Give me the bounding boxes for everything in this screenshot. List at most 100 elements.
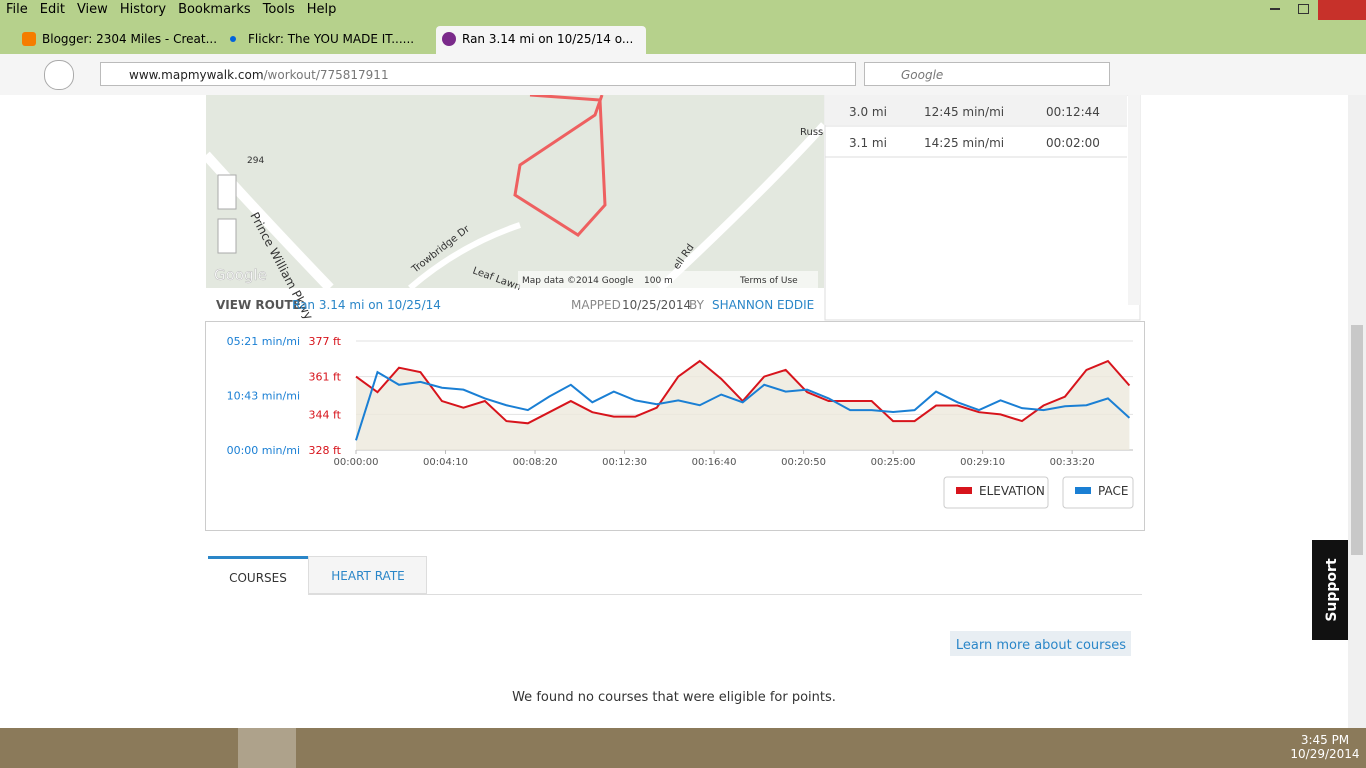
tab-label: COURSES: [229, 571, 287, 585]
menu-bar: File Edit View History Bookmarks Tools Help: [0, 0, 1366, 22]
route-line: [513, 95, 607, 237]
menu-item[interactable]: View: [76, 2, 108, 17]
favicon: [22, 32, 36, 46]
menu-item[interactable]: Help: [306, 2, 337, 17]
tab-title: Ran 3.14 mi on 10/25/14 o...: [462, 32, 634, 46]
y2-tick-label: 10:43 min/mi: [227, 390, 300, 403]
active-app[interactable]: [238, 728, 296, 768]
tab-indicator: [208, 556, 308, 559]
x-tick-label: 00:16:40: [692, 457, 737, 468]
legend-label: ELEVATION: [979, 484, 1045, 498]
zoom-control[interactable]: [217, 218, 237, 254]
favicon: [230, 36, 236, 42]
panel-scrollbar[interactable]: [1128, 95, 1140, 305]
clock: 3:45 PM 10/29/2014: [1290, 733, 1360, 761]
y-tick-label: 344 ft: [309, 408, 342, 421]
by-label: BY: [689, 298, 705, 312]
menu-item[interactable]: Bookmarks: [178, 2, 251, 17]
x-tick-label: 00:08:20: [513, 457, 558, 468]
page-canvas: Prince William Pkwy 294 Trowbridge Dr Le…: [202, 95, 1348, 705]
scroll-thumb[interactable]: [1351, 325, 1363, 555]
map-scale: 100 m: [644, 276, 673, 286]
browser-tab-active[interactable]: Ran 3.14 mi on 10/25/14 o...: [436, 26, 646, 54]
url-bar[interactable]: www.mapmywalk.com/workout/775817911: [100, 62, 856, 86]
elevation-pace-chart: 328 ft 344 ft 361 ft 377 ft 00:00 min/mi 10:4…: [227, 335, 1134, 509]
browser-tab[interactable]: Blogger: 2304 Miles - Creat...: [16, 26, 222, 52]
map-label: 294: [247, 156, 264, 166]
x-tick-label: 00:33:20: [1050, 457, 1095, 468]
y2-tick-label: 00:00 min/mi: [227, 444, 300, 457]
map-logo: Google: [214, 266, 267, 284]
web-content: Prince William Pkwy 294 Trowbridge Dr Le…: [0, 95, 1348, 728]
series-line: [355, 370, 1131, 441]
support-tab[interactable]: [1312, 540, 1348, 640]
search-placeholder: Google: [901, 68, 944, 82]
search-bar[interactable]: Google: [864, 62, 1110, 86]
x-tick-label: 00:20:50: [781, 457, 826, 468]
pegman[interactable]: [217, 174, 237, 210]
legend-box: [943, 476, 1049, 509]
taskbar: 3:45 PM 10/29/2014: [0, 728, 1366, 768]
url-host: www.mapmywalk.com: [129, 68, 264, 82]
x-tick-label: 00:00:00: [334, 457, 379, 468]
tab-bar: Blogger: 2304 Miles - Creat... Flickr: T…: [0, 22, 1366, 54]
menu-item[interactable]: History: [119, 2, 167, 17]
map-terms[interactable]: Terms of Use: [739, 276, 798, 286]
split-distance: 3.1 mi: [849, 136, 887, 150]
split-row-bg: [825, 95, 1127, 125]
learn-more-label: Learn more about courses: [956, 638, 1126, 653]
support-label: Support: [1324, 558, 1340, 622]
elevation-area: [356, 361, 1130, 450]
maximize[interactable]: [1298, 4, 1309, 14]
menu-item[interactable]: Tools: [262, 2, 295, 17]
legend-swatch: [1075, 487, 1091, 494]
view-route-label: VIEW ROUTE: [216, 298, 301, 312]
nav-bar: www.mapmywalk.com/workout/775817911 Goog…: [0, 54, 1366, 96]
x-tick-label: 00:29:10: [960, 457, 1005, 468]
route-name[interactable]: Ran 3.14 mi on 10/25/14: [292, 298, 441, 312]
clock-time: 3:45 PM: [1300, 733, 1350, 747]
map-attribution: Map data ©2014 Google: [522, 276, 634, 286]
tab-title: Blogger: 2304 Miles - Creat...: [42, 32, 218, 46]
x-tick-label: 00:12:30: [602, 457, 647, 468]
tab[interactable]: [308, 556, 427, 594]
favicon: [442, 32, 456, 46]
scrollbar[interactable]: [1348, 95, 1366, 728]
map-label: Russ: [800, 127, 823, 138]
learn-more-button[interactable]: [950, 631, 1131, 656]
split-time: 00:02:00: [1046, 136, 1100, 150]
minimize[interactable]: [1270, 8, 1280, 10]
mapped-label: MAPPED: [571, 298, 621, 312]
tab-title: Flickr: The YOU MADE IT......: [248, 32, 415, 46]
tab-active[interactable]: [208, 556, 308, 594]
x-tick-label: 00:25:00: [871, 457, 916, 468]
mapped-date: 10/25/2014: [622, 298, 691, 312]
attribution-bar: [518, 271, 818, 288]
back-button[interactable]: [44, 60, 74, 90]
legend-label: PACE: [1098, 484, 1128, 498]
user-name[interactable]: SHANNON EDDIE: [712, 298, 814, 312]
split-distance: 3.0 mi: [849, 105, 887, 119]
url-path: /workout/775817911: [263, 68, 389, 82]
menu-item[interactable]: Edit: [39, 2, 65, 17]
split-pace: 12:45 min/mi: [924, 105, 1004, 119]
legend-box: [1062, 476, 1134, 509]
split-pace: 14:25 min/mi: [924, 136, 1004, 150]
y2-tick-label: 05:21 min/mi: [227, 335, 300, 348]
no-courses-message: We found no courses that were eligible f…: [512, 690, 836, 705]
road: [408, 222, 521, 291]
browser-tab[interactable]: Flickr: The YOU MADE IT......: [222, 26, 434, 52]
menu-item[interactable]: File: [6, 2, 28, 17]
y-tick-label: 361 ft: [309, 371, 342, 384]
splits-panel: [824, 95, 1141, 321]
road: [202, 151, 334, 292]
x-tick-label: 00:04:10: [423, 457, 468, 468]
road: [657, 122, 827, 291]
y-tick-label: 328 ft: [309, 444, 342, 457]
legend-swatch: [956, 487, 972, 494]
close[interactable]: [1318, 0, 1366, 20]
window-controls: [1270, 0, 1366, 20]
clock-date: 10/29/2014: [1290, 747, 1360, 761]
